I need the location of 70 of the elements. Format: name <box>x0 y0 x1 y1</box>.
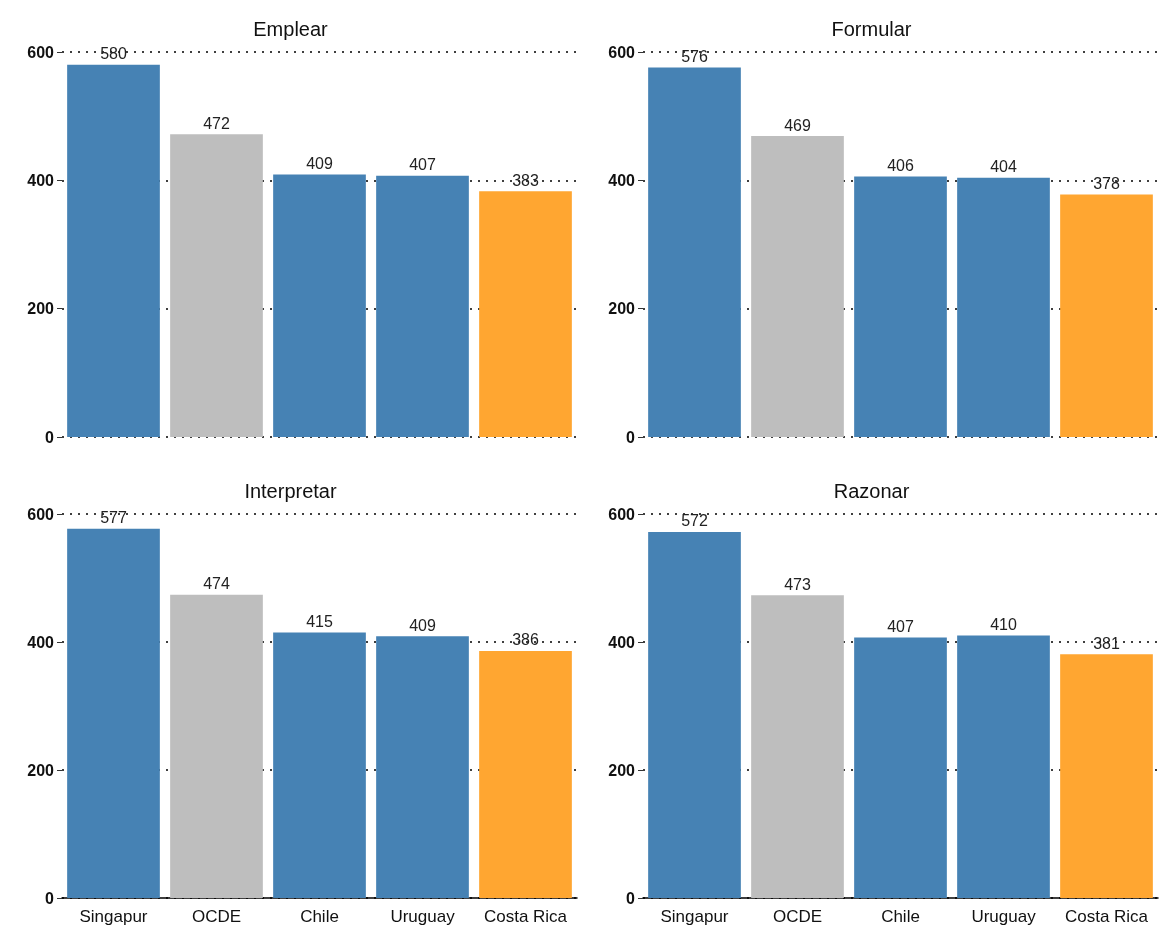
y-tick-label: 0 <box>626 889 636 907</box>
data-label: 469 <box>784 116 811 134</box>
data-label: 576 <box>681 47 708 65</box>
y-tick-label: 400 <box>27 633 55 651</box>
data-label: 409 <box>409 616 436 634</box>
bar <box>170 594 263 898</box>
bar <box>376 175 469 437</box>
bar <box>479 191 572 437</box>
y-tick-label: 400 <box>27 171 55 189</box>
bar <box>273 632 366 898</box>
x-tick-label: OCDE <box>191 907 242 926</box>
y-tick-label: 200 <box>608 761 636 779</box>
data-label: 472 <box>203 114 230 132</box>
data-label: 415 <box>306 612 333 630</box>
bar <box>479 650 572 898</box>
data-label: 386 <box>512 631 539 649</box>
data-label: 407 <box>409 156 436 174</box>
bar <box>170 134 263 437</box>
y-tick-label: 0 <box>626 428 636 446</box>
x-tick-label: Chile <box>300 907 339 926</box>
data-label: 577 <box>100 509 127 527</box>
x-tick-label: Singapur <box>79 907 148 926</box>
bar <box>648 531 741 898</box>
x-tick-label: Costa Rica <box>483 907 568 926</box>
y-tick-label: 600 <box>27 505 55 523</box>
bar <box>751 595 844 898</box>
data-label: 474 <box>203 575 230 593</box>
x-tick-label: Singapur <box>660 907 729 926</box>
y-tick-label: 600 <box>27 43 55 61</box>
data-label: 409 <box>306 155 333 173</box>
data-label: 407 <box>887 618 914 636</box>
y-tick-label: 400 <box>608 171 636 189</box>
bar <box>957 635 1050 898</box>
x-tick-label: Uruguay <box>971 907 1037 926</box>
y-tick-label: 200 <box>27 761 55 779</box>
y-tick-label: 0 <box>45 889 55 907</box>
y-tick-label: 0 <box>45 428 55 446</box>
bar <box>67 64 160 437</box>
x-tick-label: OCDE <box>772 907 823 926</box>
bar <box>854 176 947 437</box>
bar <box>648 67 741 437</box>
data-label: 404 <box>990 158 1017 176</box>
data-label: 572 <box>681 512 708 530</box>
chart-title: Razonar <box>833 480 910 502</box>
y-tick-label: 600 <box>608 43 636 61</box>
data-label: 383 <box>512 171 539 189</box>
data-label: 410 <box>990 616 1017 634</box>
bar <box>854 637 947 898</box>
x-tick-label: Costa Rica <box>1064 907 1149 926</box>
bar <box>376 636 469 898</box>
data-label: 406 <box>887 156 914 174</box>
y-tick-label: 600 <box>608 505 636 523</box>
x-tick-label: Chile <box>881 907 920 926</box>
y-tick-label: 200 <box>608 300 636 318</box>
chart-title: Interpretar <box>244 480 337 502</box>
bar <box>1060 654 1153 898</box>
chart-title: Formular <box>831 18 912 40</box>
data-label: 580 <box>100 45 127 63</box>
bar <box>67 528 160 898</box>
x-tick-label: Uruguay <box>390 907 456 926</box>
data-label: 378 <box>1093 174 1120 192</box>
y-tick-label: 400 <box>608 633 636 651</box>
data-label: 473 <box>784 575 811 593</box>
bar <box>1060 194 1153 437</box>
y-tick-label: 200 <box>27 300 55 318</box>
bar <box>957 177 1050 437</box>
chart-title: Emplear <box>253 18 329 40</box>
data-label: 381 <box>1093 634 1120 652</box>
bar <box>273 174 366 437</box>
bar <box>751 136 844 437</box>
